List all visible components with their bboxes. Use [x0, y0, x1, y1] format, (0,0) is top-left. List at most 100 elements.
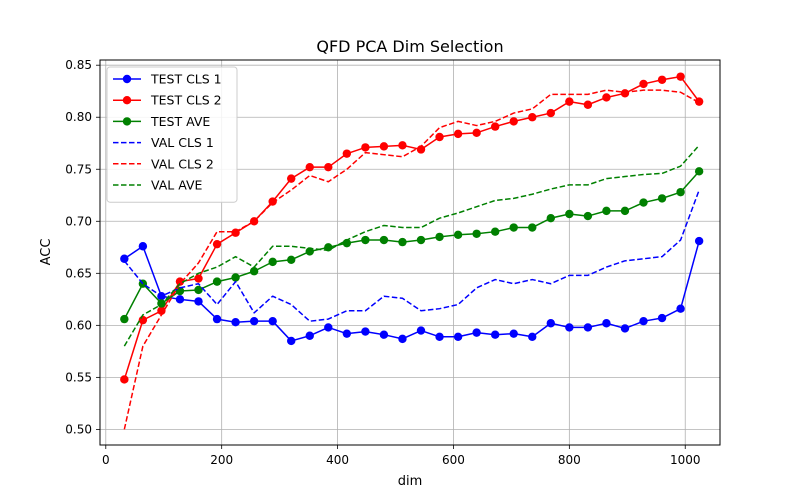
- data-point-test-cls-1: [694, 236, 704, 246]
- data-point-test-cls-1: [175, 295, 185, 304]
- data-point-test-ave: [546, 213, 556, 223]
- x-tick-label: 800: [558, 453, 581, 467]
- data-point-test-cls-1: [602, 319, 611, 328]
- data-point-test-cls-1: [398, 334, 407, 344]
- data-point-test-cls-2: [305, 162, 314, 172]
- data-point-test-cls-2: [453, 129, 463, 139]
- y-tick-label: 0.60: [65, 318, 92, 332]
- data-point-test-ave: [583, 211, 593, 221]
- data-point-test-cls-2: [546, 108, 556, 118]
- data-point-test-cls-1: [472, 328, 481, 337]
- data-point-test-ave: [416, 235, 426, 245]
- series-line-val-ave: [123, 144, 700, 347]
- data-point-test-ave: [453, 230, 463, 240]
- data-point-test-cls-2: [138, 315, 148, 325]
- x-tick-label: 1000: [670, 453, 701, 467]
- data-point-test-cls-1: [268, 316, 277, 326]
- y-tick-label: 0.70: [65, 214, 92, 228]
- data-point-test-cls-1: [305, 331, 314, 340]
- x-tick-label: 0: [102, 453, 110, 467]
- data-point-test-ave: [194, 285, 203, 295]
- data-point-test-ave: [287, 255, 296, 264]
- data-point-test-cls-2: [175, 277, 185, 286]
- legend-marker-test-cls-1: [122, 74, 132, 84]
- data-point-test-cls-1: [676, 304, 685, 313]
- data-point-test-cls-2: [657, 75, 667, 84]
- data-point-test-ave: [361, 235, 370, 245]
- data-point-test-cls-1: [490, 330, 500, 339]
- legend-label-val-cls-2: VAL CLS 2: [151, 156, 214, 171]
- data-point-test-ave: [398, 237, 407, 247]
- data-point-test-ave: [249, 267, 259, 276]
- data-point-test-ave: [509, 223, 518, 232]
- data-point-test-cls-1: [509, 329, 518, 338]
- data-point-test-cls-1: [639, 316, 648, 326]
- y-tick-label: 0.55: [65, 370, 92, 384]
- y-axis-label: ACC: [39, 239, 54, 266]
- x-tick-label: 600: [442, 453, 465, 467]
- data-point-test-ave: [231, 273, 240, 282]
- data-point-test-cls-2: [324, 162, 333, 172]
- data-point-test-cls-2: [157, 306, 166, 315]
- data-point-test-ave: [657, 194, 667, 203]
- data-point-test-cls-1: [620, 324, 630, 333]
- data-point-test-cls-2: [490, 122, 500, 131]
- legend-label-test-ave: TEST AVE: [150, 114, 210, 129]
- data-point-test-ave: [528, 223, 537, 232]
- data-point-test-cls-1: [138, 242, 148, 251]
- data-point-test-ave: [379, 235, 389, 245]
- legend-marker-test-cls-2: [122, 96, 132, 105]
- data-point-test-cls-1: [546, 319, 556, 328]
- axis-ticks: 0 200 400 600 800 1000 0.50 0.55 0.60 0.65 0.70 0.7…: [65, 58, 700, 467]
- y-tick-label: 0.85: [65, 58, 92, 72]
- data-point-test-ave: [212, 277, 222, 286]
- data-point-test-ave: [268, 257, 277, 267]
- legend: TEST CLS 1 TEST CLS 2 TEST AVE VAL CLS 1 VAL…: [106, 66, 238, 203]
- x-axis-label: dim: [398, 474, 423, 489]
- data-point-test-cls-2: [602, 93, 611, 102]
- data-point-test-ave: [120, 314, 129, 324]
- data-point-test-cls-2: [509, 117, 518, 126]
- data-point-test-cls-1: [435, 332, 444, 341]
- legend-label-val-ave: VAL AVE: [151, 178, 203, 193]
- data-point-test-cls-1: [324, 323, 333, 332]
- data-point-test-cls-2: [212, 239, 222, 249]
- plot-frame: [99, 59, 721, 446]
- data-point-test-cls-1: [657, 313, 667, 323]
- data-point-test-cls-2: [676, 72, 685, 81]
- data-point-test-cls-2: [694, 97, 704, 106]
- data-point-test-cls-2: [379, 142, 389, 151]
- x-tick-label: 200: [210, 453, 233, 467]
- legend-marker-test-ave: [122, 117, 132, 126]
- data-point-test-cls-1: [194, 297, 203, 306]
- data-point-test-cls-2: [435, 132, 444, 142]
- data-point-test-cls-1: [361, 327, 370, 336]
- data-point-test-ave: [435, 232, 444, 242]
- data-point-test-ave: [694, 167, 704, 176]
- data-point-test-cls-2: [583, 100, 593, 109]
- data-point-test-cls-2: [472, 128, 481, 138]
- data-point-test-cls-1: [453, 332, 463, 341]
- plot-series: [120, 72, 704, 430]
- grid: [100, 60, 720, 445]
- data-point-test-cls-1: [583, 323, 593, 332]
- data-point-test-cls-2: [361, 143, 370, 152]
- data-point-test-cls-2: [639, 79, 648, 89]
- data-point-test-cls-1: [379, 330, 389, 339]
- data-point-test-cls-1: [249, 316, 259, 326]
- y-tick-label: 0.50: [65, 422, 92, 436]
- data-point-test-cls-2: [120, 375, 129, 384]
- data-point-test-ave: [676, 187, 685, 197]
- data-point-test-ave: [602, 206, 611, 216]
- data-point-test-cls-1: [342, 329, 352, 338]
- data-point-test-cls-2: [398, 141, 407, 150]
- y-tick-label: 0.75: [65, 162, 92, 176]
- data-point-test-ave: [490, 227, 500, 236]
- data-point-test-ave: [342, 238, 352, 248]
- data-point-test-ave: [472, 229, 481, 238]
- y-tick-label: 0.65: [65, 266, 92, 280]
- data-point-test-ave: [565, 209, 574, 219]
- data-point-test-cls-1: [528, 332, 537, 341]
- legend-label-test-cls-1: TEST CLS 1: [150, 72, 222, 87]
